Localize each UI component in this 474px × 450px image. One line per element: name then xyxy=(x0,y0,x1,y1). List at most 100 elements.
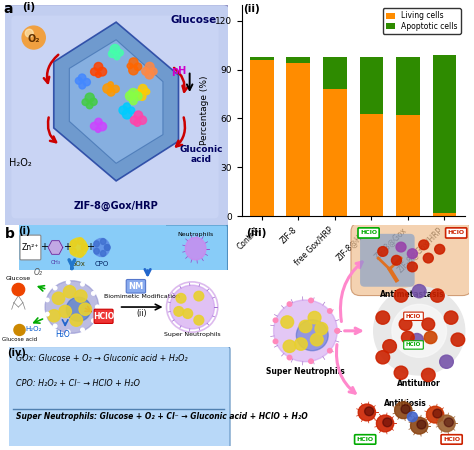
Circle shape xyxy=(407,412,418,422)
Circle shape xyxy=(134,63,142,71)
Circle shape xyxy=(433,409,442,418)
Text: GOx: GOx xyxy=(71,261,86,267)
Y-axis label: Percentage (%): Percentage (%) xyxy=(201,76,210,145)
Circle shape xyxy=(144,89,150,94)
Text: (ii): (ii) xyxy=(243,4,260,14)
Polygon shape xyxy=(69,40,163,163)
Circle shape xyxy=(70,240,76,247)
FancyBboxPatch shape xyxy=(441,435,462,444)
Circle shape xyxy=(374,287,465,375)
Circle shape xyxy=(310,333,323,346)
Circle shape xyxy=(98,122,107,131)
Circle shape xyxy=(70,238,87,257)
Text: (iv): (iv) xyxy=(7,348,26,358)
Text: (i): (i) xyxy=(23,2,36,12)
FancyBboxPatch shape xyxy=(164,225,228,272)
Text: Glucose acid: Glucose acid xyxy=(2,337,37,342)
Circle shape xyxy=(394,366,408,379)
Legend: Living cells, Apoptotic cells: Living cells, Apoptotic cells xyxy=(383,8,461,34)
Circle shape xyxy=(335,328,339,333)
Circle shape xyxy=(70,248,76,255)
Circle shape xyxy=(48,310,60,322)
Circle shape xyxy=(107,88,115,96)
Circle shape xyxy=(100,238,106,244)
Text: (ii): (ii) xyxy=(137,309,147,318)
Text: H₂O: H₂O xyxy=(55,330,70,339)
Text: CH₃: CH₃ xyxy=(50,260,61,265)
Circle shape xyxy=(419,240,429,250)
Circle shape xyxy=(335,328,339,333)
Bar xyxy=(396,57,420,115)
Text: Antibiosis: Antibiosis xyxy=(384,399,427,408)
Circle shape xyxy=(114,54,120,60)
Text: +: + xyxy=(86,243,94,252)
Circle shape xyxy=(308,311,321,324)
Circle shape xyxy=(170,285,214,329)
Circle shape xyxy=(77,238,83,244)
Circle shape xyxy=(281,316,293,328)
FancyBboxPatch shape xyxy=(0,4,230,227)
Circle shape xyxy=(401,405,410,414)
Circle shape xyxy=(423,253,433,263)
Circle shape xyxy=(22,26,46,49)
Circle shape xyxy=(79,303,91,315)
Text: NM: NM xyxy=(128,282,144,291)
Polygon shape xyxy=(48,241,63,254)
Circle shape xyxy=(128,107,135,114)
Circle shape xyxy=(395,402,412,419)
Bar xyxy=(433,213,456,216)
Circle shape xyxy=(328,348,332,353)
Circle shape xyxy=(142,68,149,75)
Circle shape xyxy=(91,292,95,295)
Circle shape xyxy=(410,417,428,434)
Circle shape xyxy=(150,68,157,75)
Circle shape xyxy=(358,404,375,421)
Circle shape xyxy=(134,92,142,100)
Circle shape xyxy=(14,324,25,335)
FancyBboxPatch shape xyxy=(351,223,472,296)
Circle shape xyxy=(299,320,312,333)
Text: b: b xyxy=(5,227,15,241)
Circle shape xyxy=(396,242,406,252)
Circle shape xyxy=(296,320,328,351)
Bar xyxy=(286,63,310,216)
Text: O₂: O₂ xyxy=(27,34,40,44)
Text: HClO: HClO xyxy=(93,312,114,321)
Circle shape xyxy=(129,66,138,75)
Circle shape xyxy=(94,63,103,71)
Circle shape xyxy=(64,286,76,298)
Circle shape xyxy=(287,356,292,360)
Text: O₂: O₂ xyxy=(34,268,43,277)
Text: CPO: H₂O₂ + Cl⁻ → HClO + H₂O: CPO: H₂O₂ + Cl⁻ → HClO + H₂O xyxy=(16,379,140,388)
Circle shape xyxy=(194,291,204,301)
Text: +: + xyxy=(40,243,48,252)
Circle shape xyxy=(376,415,394,432)
Circle shape xyxy=(392,304,447,357)
Text: Glucose: Glucose xyxy=(171,15,217,25)
Circle shape xyxy=(119,106,128,114)
Circle shape xyxy=(59,305,72,318)
Circle shape xyxy=(399,318,412,330)
Circle shape xyxy=(95,118,102,126)
Text: Neutrophils: Neutrophils xyxy=(178,232,214,237)
Circle shape xyxy=(83,78,91,86)
Text: +: + xyxy=(63,243,71,252)
Text: Super Neutrophils: Super Neutrophils xyxy=(164,332,220,337)
Circle shape xyxy=(100,251,106,256)
Bar xyxy=(323,57,347,89)
Text: HClO: HClO xyxy=(406,314,421,319)
Circle shape xyxy=(91,68,98,76)
Circle shape xyxy=(46,298,49,302)
Circle shape xyxy=(95,127,101,132)
Circle shape xyxy=(75,77,82,84)
Circle shape xyxy=(91,319,95,322)
Circle shape xyxy=(53,324,57,328)
Circle shape xyxy=(82,99,89,105)
Circle shape xyxy=(394,289,408,302)
Circle shape xyxy=(98,68,107,76)
Bar xyxy=(323,89,347,216)
FancyBboxPatch shape xyxy=(11,15,219,218)
Circle shape xyxy=(81,328,84,332)
Text: H₂O₂: H₂O₂ xyxy=(26,326,42,332)
Circle shape xyxy=(365,407,374,416)
